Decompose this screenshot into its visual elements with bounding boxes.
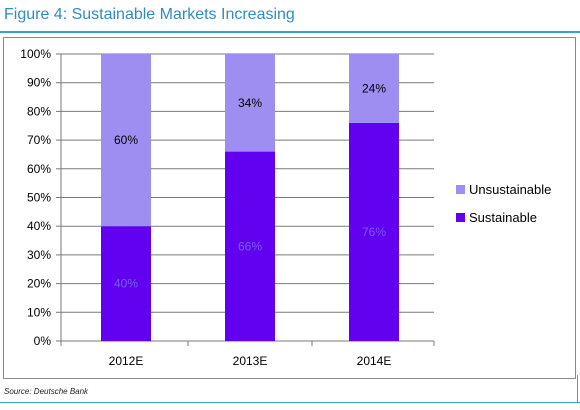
y-tick-label: 0% — [34, 334, 52, 348]
y-tick-label: 60% — [27, 162, 51, 176]
y-tick-label: 30% — [27, 248, 51, 262]
data-label-sustainable: 66% — [238, 239, 262, 253]
legend-label-unsustainable: Unsustainable — [469, 182, 551, 197]
bar-sustainable-2012e — [101, 226, 151, 341]
y-tick-label: 90% — [27, 76, 51, 90]
legend-swatch-unsustainable — [456, 185, 465, 194]
bar-unsustainable-2014e — [349, 54, 399, 123]
legend-swatch-sustainable — [456, 213, 465, 222]
x-tick-label: 2012E — [109, 354, 144, 368]
data-label-unsustainable: 60% — [114, 133, 138, 147]
bar-unsustainable-2012e — [101, 54, 151, 227]
bar-sustainable-2014e — [349, 122, 399, 341]
y-tick-label: 40% — [27, 219, 51, 233]
figure-title: Figure 4: Sustainable Markets Increasing — [4, 6, 295, 23]
source-note: Source: Deutsche Bank — [4, 387, 89, 396]
footer-corner-rule — [577, 375, 578, 403]
y-tick-label: 20% — [27, 277, 51, 291]
y-tick-label: 100% — [20, 47, 51, 61]
stacked-bar-chart: 0% 10% 20% 30% 40% 50% 60% 70% 80% 90% 100% 40% 60% 2… — [20, 47, 551, 368]
y-tick-label: 50% — [27, 191, 51, 205]
data-label-unsustainable: 34% — [238, 96, 262, 110]
x-tick-label: 2014E — [357, 354, 392, 368]
data-label-sustainable: 40% — [114, 277, 138, 291]
chart-frame: 0% 10% 20% 30% 40% 50% 60% 70% 80% 90% 100% 40% 60% 2… — [3, 37, 576, 379]
title-rule — [0, 31, 580, 33]
y-tick-label: 70% — [27, 133, 51, 147]
data-label-unsustainable: 24% — [362, 81, 386, 95]
legend-label-sustainable: Sustainable — [469, 210, 537, 225]
data-label-sustainable: 76% — [362, 225, 386, 239]
bar-unsustainable-2013e — [225, 54, 275, 152]
footer-rule — [0, 402, 580, 403]
x-tick-label: 2013E — [233, 354, 268, 368]
y-tick-label: 80% — [27, 104, 51, 118]
bar-sustainable-2013e — [225, 151, 275, 341]
y-tick-label: 10% — [27, 305, 51, 319]
